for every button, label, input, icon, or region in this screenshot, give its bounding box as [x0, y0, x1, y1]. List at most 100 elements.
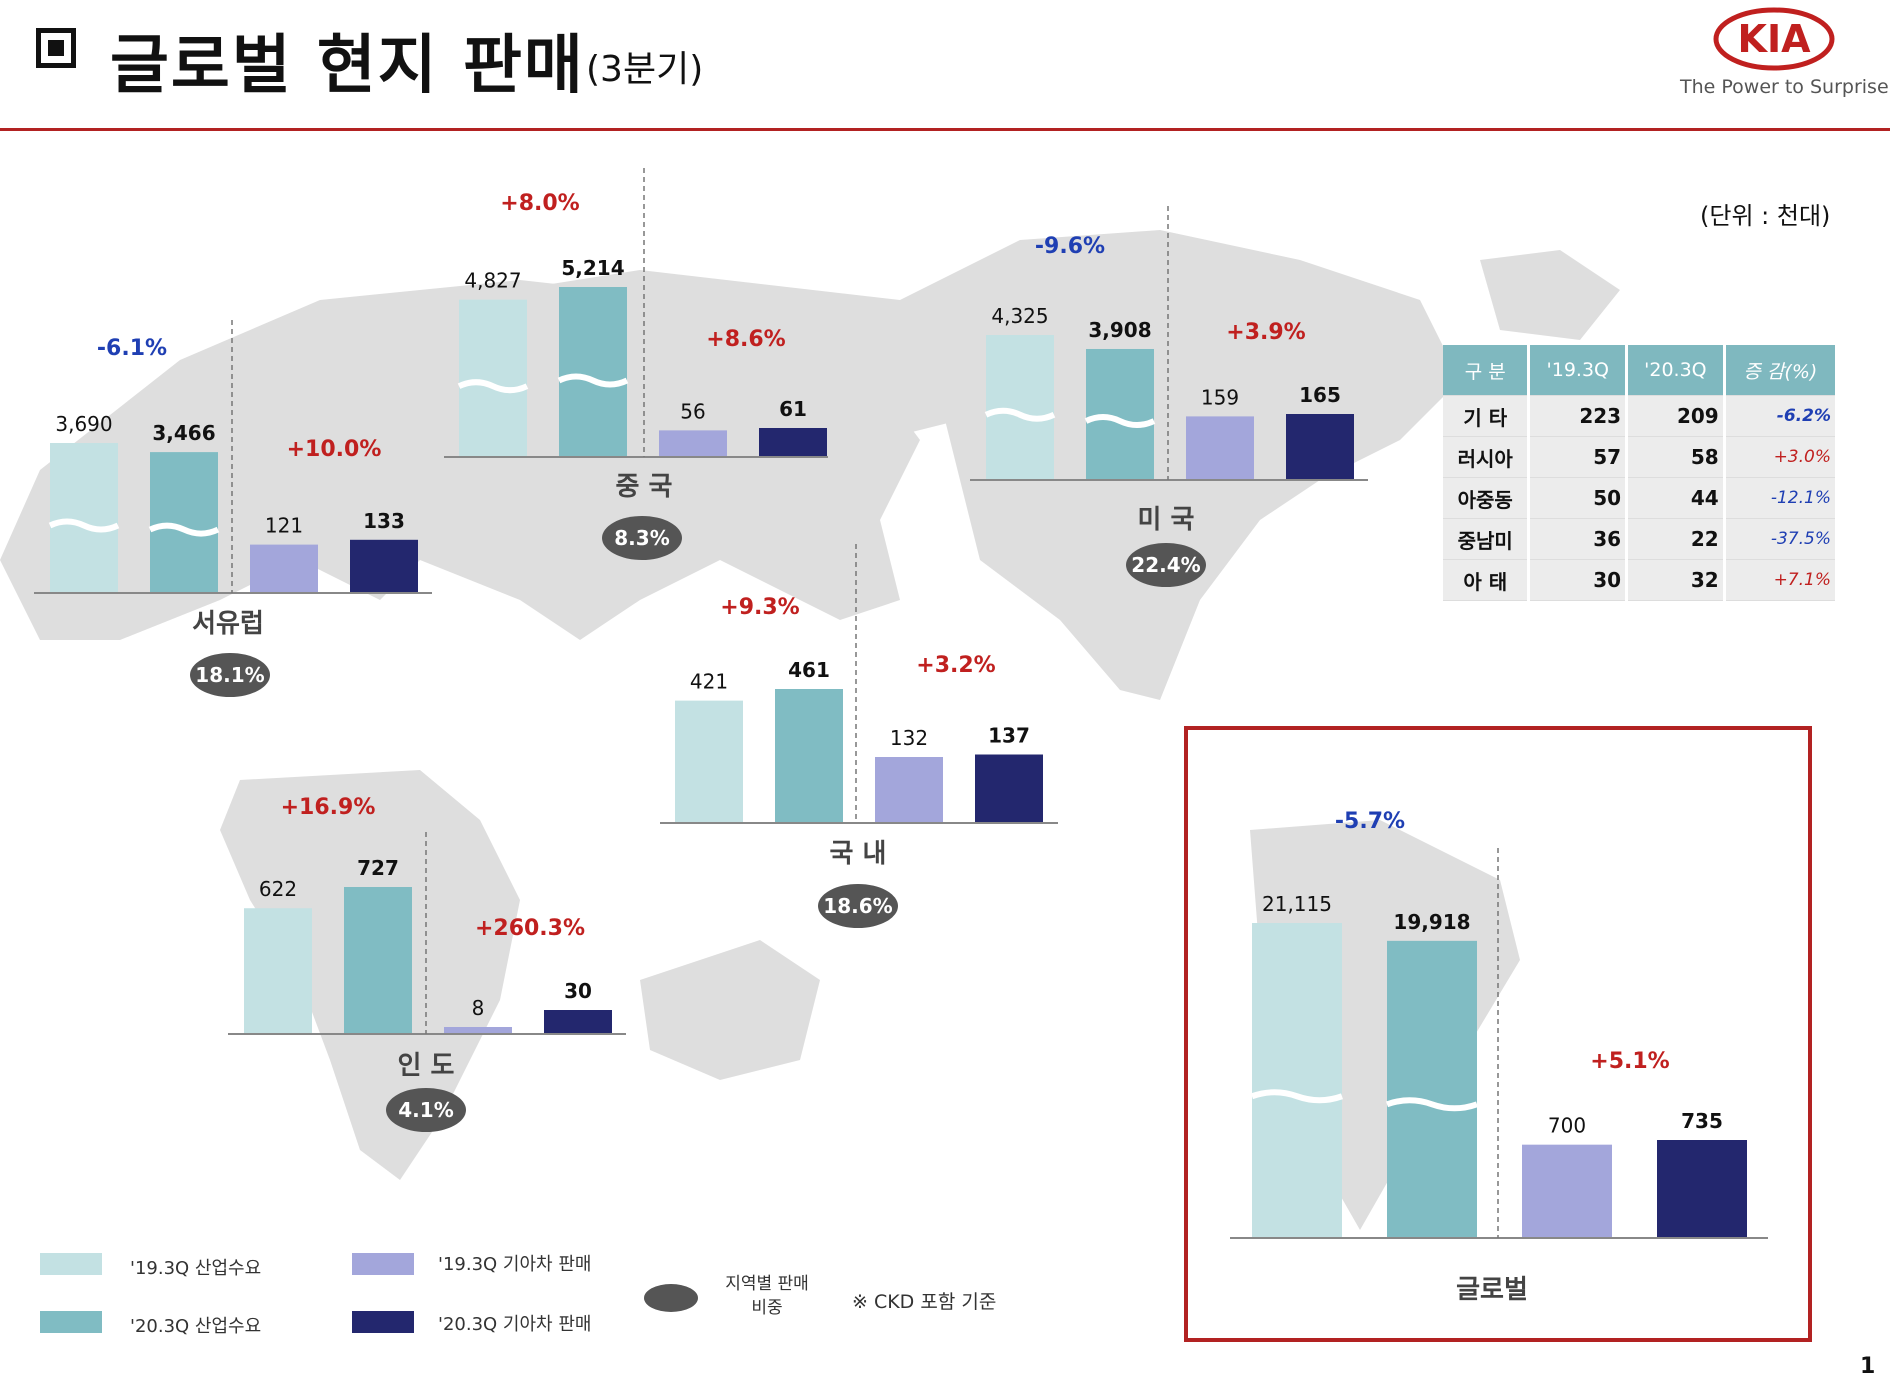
row-20q: 44	[1626, 477, 1726, 519]
global-highlight-box	[1184, 726, 1812, 1342]
row-20q: 58	[1626, 436, 1726, 478]
bar-industry-19q	[1252, 923, 1342, 1238]
bar-industry-20q	[1086, 348, 1154, 480]
page-subtitle: (3분기)	[586, 49, 704, 90]
bar-kia-19q	[250, 544, 318, 593]
kia-change-label: +8.6%	[706, 327, 785, 352]
data-label: 19,918	[1393, 910, 1470, 934]
share-badge	[190, 653, 270, 697]
data-label: 137	[988, 724, 1030, 748]
axis-break-mark	[1084, 414, 1156, 429]
unit-label: (단위 : 천대)	[1700, 202, 1831, 230]
industry-change-label: +9.3%	[720, 595, 799, 620]
industry-change-label: -5.7%	[1335, 809, 1405, 834]
share-badge	[602, 516, 682, 560]
bar-kia-20q	[544, 1010, 612, 1034]
row-label: 중남미	[1443, 518, 1531, 560]
axis-break-mark	[48, 518, 120, 533]
data-label: 30	[564, 979, 592, 1003]
row-20q: 209	[1626, 395, 1726, 437]
bar-industry-19q	[675, 700, 743, 823]
bar-industry-20q	[775, 689, 843, 823]
data-label: 132	[890, 726, 928, 750]
data-label: 56	[680, 399, 705, 423]
row-20q: 32	[1626, 559, 1726, 601]
row-change: -12.1%	[1724, 477, 1835, 519]
region-name: 미 국	[1138, 505, 1195, 535]
row-label: 아 태	[1443, 559, 1531, 601]
bar-kia-20q	[350, 539, 418, 593]
row-change: +7.1%	[1724, 559, 1835, 601]
ckd-note: ※ CKD 포함 기준	[852, 1291, 997, 1313]
data-label: 121	[265, 514, 303, 538]
data-label: 133	[363, 509, 405, 533]
row-19q: 223	[1528, 395, 1629, 437]
data-label: 735	[1681, 1109, 1723, 1133]
bar-kia-19q	[1522, 1144, 1612, 1238]
tagline: The Power to Surprise	[1680, 76, 1889, 98]
data-label: 700	[1548, 1114, 1586, 1138]
data-label: 8	[472, 996, 485, 1020]
bar-industry-19q	[459, 299, 527, 457]
legend-label-ind-19: '19.3Q 산업수요	[130, 1258, 262, 1279]
table-row: 기 타 223 209 -6.2%	[1443, 395, 1835, 437]
region-name: 글로벌	[1456, 1275, 1528, 1305]
row-19q: 57	[1528, 436, 1629, 478]
table-header-label: 구 분	[1443, 345, 1531, 396]
row-20q: 22	[1626, 518, 1726, 560]
industry-change-label: -9.6%	[1035, 234, 1105, 259]
axis-break-mark	[1250, 1089, 1344, 1104]
data-label: 622	[259, 877, 297, 901]
row-19q: 30	[1528, 559, 1629, 601]
page-number: 1	[1860, 1354, 1876, 1379]
data-label: 21,115	[1262, 892, 1332, 916]
region-name: 국 내	[830, 839, 887, 869]
legend-swatch-ind-20	[40, 1311, 102, 1333]
bar-kia-19q	[659, 430, 727, 457]
data-label: 3,690	[55, 412, 112, 436]
axis-break-mark	[984, 407, 1056, 422]
industry-change-label: +8.0%	[500, 191, 579, 216]
legend-label-share: 지역별 판매 비중	[725, 1274, 809, 1318]
legend-swatch-ind-19	[40, 1253, 102, 1275]
row-label: 아중동	[1443, 477, 1531, 519]
bar-industry-19q	[244, 908, 312, 1034]
title-square-icon	[36, 28, 76, 68]
row-label: 기 타	[1443, 395, 1531, 437]
legend-swatch-kia-20	[352, 1311, 414, 1333]
data-label: 61	[779, 397, 807, 421]
share-badge	[1126, 543, 1206, 587]
bar-industry-20q	[559, 287, 627, 457]
bar-industry-20q	[1387, 940, 1477, 1238]
legend-label-kia-20: '20.3Q 기아차 판매	[438, 1314, 592, 1335]
table-row: 중남미 36 22 -37.5%	[1443, 518, 1835, 560]
share-value: 4.1%	[398, 1098, 453, 1122]
share-badge	[818, 884, 898, 928]
axis-break-mark	[557, 373, 629, 388]
title-square-inner	[48, 40, 64, 56]
other-regions-table: 구 분 '19.3Q '20.3Q 증 감(%) 기 타 223 209 -6.…	[1443, 345, 1835, 601]
kia-change-label: +260.3%	[475, 916, 585, 941]
legend-swatch-kia-19	[352, 1253, 414, 1275]
bar-kia-19q	[1186, 416, 1254, 480]
share-badge	[386, 1088, 466, 1132]
data-label: 421	[690, 670, 728, 694]
legend-label-ind-20: '20.3Q 산업수요	[130, 1316, 262, 1337]
kia-change-label: +10.0%	[287, 437, 382, 462]
data-label: 3,466	[152, 421, 215, 445]
axis-break-mark	[1385, 1097, 1479, 1112]
bar-industry-19q	[986, 335, 1054, 480]
axis-break-mark	[457, 379, 529, 394]
data-label: 461	[788, 658, 830, 682]
bar-kia-20q	[1657, 1140, 1747, 1238]
row-19q: 36	[1528, 518, 1629, 560]
data-label: 165	[1299, 383, 1341, 407]
row-change: -37.5%	[1724, 518, 1835, 560]
row-change: +3.0%	[1724, 436, 1835, 478]
data-label: 4,325	[991, 304, 1048, 328]
bar-industry-20q	[344, 887, 412, 1034]
kia-change-label: +5.1%	[1590, 1049, 1669, 1074]
bar-kia-20q	[975, 754, 1043, 823]
data-label: 727	[357, 856, 399, 880]
share-value: 18.1%	[195, 663, 264, 687]
